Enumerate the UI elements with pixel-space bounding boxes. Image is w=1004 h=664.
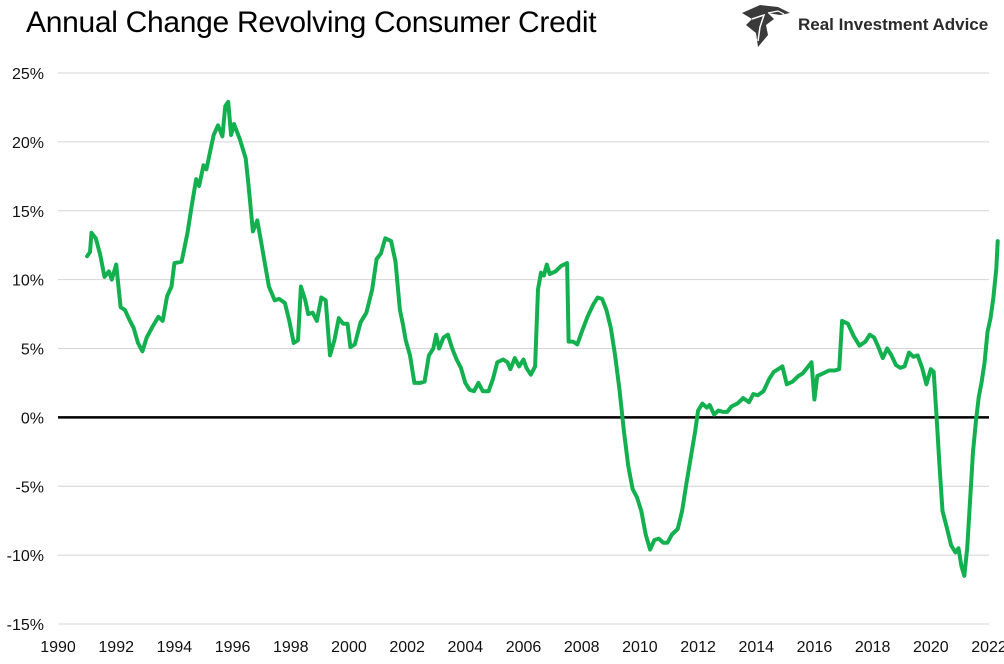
y-tick-label: 20%	[12, 135, 44, 152]
x-tick-label: 2014	[738, 639, 774, 656]
brand-logo-block: Real Investment Advice	[738, 0, 988, 50]
x-tick-label: 2002	[389, 639, 425, 656]
x-tick-label: 2018	[855, 639, 891, 656]
y-tick-label: 10%	[12, 273, 44, 290]
x-tick-label: 1992	[98, 639, 134, 656]
x-tick-label: 2006	[506, 639, 542, 656]
gridlines	[58, 72, 989, 625]
y-axis-ticks: 25% 20% 15% 10% 5% 0% -5% -10% -15%	[7, 66, 44, 634]
series-layer	[85, 99, 1000, 578]
y-tick-label: 15%	[12, 204, 44, 221]
y-tick-label: 25%	[12, 66, 44, 83]
eagle-icon	[742, 5, 790, 47]
x-axis-ticks: 1990 1992 1994 1996 1998 2000 2002 2004 2006 2008…	[40, 639, 1004, 656]
y-tick-label: 5%	[21, 342, 44, 359]
x-tick-label: 1998	[273, 639, 309, 656]
y-tick-label: -15%	[7, 617, 44, 634]
x-tick-label: 2020	[913, 639, 949, 656]
x-tick-label: 1990	[40, 639, 76, 656]
x-tick-label: 2012	[680, 639, 716, 656]
x-tick-label: 2010	[622, 639, 658, 656]
x-tick-label: 1994	[157, 639, 193, 656]
x-tick-label: 1996	[215, 639, 251, 656]
x-tick-label: 2000	[331, 639, 367, 656]
chart-title: Annual Change Revolving Consumer Credit	[26, 6, 597, 39]
y-tick-label: -5%	[16, 479, 44, 496]
y-tick-label: -10%	[7, 548, 44, 565]
x-tick-label: 2008	[564, 639, 600, 656]
brand-name: Real Investment Advice	[798, 15, 989, 34]
y-tick-label: 0%	[21, 410, 44, 427]
series-line	[85, 99, 1000, 578]
x-tick-label: 2016	[797, 639, 833, 656]
x-tick-label: 2022	[971, 639, 1004, 656]
x-tick-label: 2004	[448, 639, 484, 656]
